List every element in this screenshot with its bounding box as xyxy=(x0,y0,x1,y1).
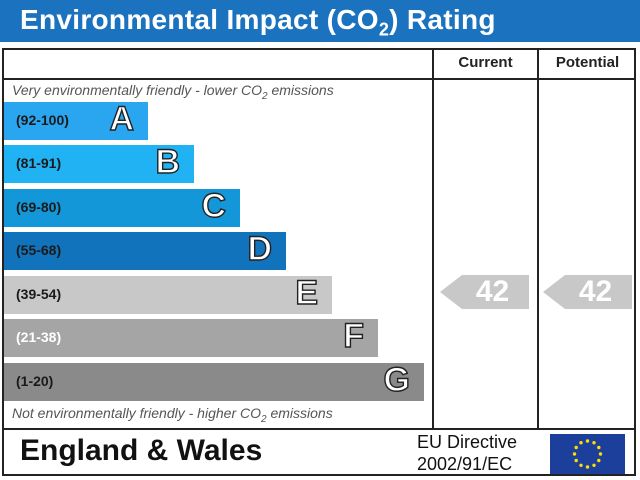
band-range-label: (21-38) xyxy=(16,329,62,345)
title-bar: Environmental Impact (CO2) Rating xyxy=(0,0,640,42)
eu-star xyxy=(585,465,590,469)
potential-rating-value: 42 xyxy=(578,275,613,308)
band-range-label: (81-91) xyxy=(16,155,62,171)
region-label: England & Wales xyxy=(20,434,263,467)
divider-potential xyxy=(537,48,539,430)
potential-rating-arrow: 42 xyxy=(543,275,632,309)
directive-line1: EU Directive xyxy=(417,432,518,452)
band-d: (55-68) D xyxy=(4,229,286,270)
band-range-label: (39-54) xyxy=(16,286,62,302)
band-range-label: (69-80) xyxy=(16,199,62,215)
eu-star xyxy=(574,445,578,450)
band-letter: E xyxy=(295,273,319,312)
eu-star xyxy=(592,463,596,467)
eu-star xyxy=(572,452,577,456)
rating-frame xyxy=(2,48,636,476)
band-a: (92-100) A xyxy=(4,99,148,140)
eu-star xyxy=(579,441,583,445)
eu-star xyxy=(585,439,590,443)
band-letter: D xyxy=(247,229,273,268)
footer-divider xyxy=(2,428,636,430)
chart-title: Environmental Impact (CO2) Rating xyxy=(20,4,496,40)
eu-star xyxy=(597,445,601,450)
current-rating-arrow: 42 xyxy=(440,275,529,309)
band-b: (81-91) B xyxy=(4,142,194,183)
eu-star xyxy=(597,458,601,463)
bottom-note: Not environmentally friendly - higher CO… xyxy=(12,405,333,425)
band-e: (39-54) E xyxy=(4,273,332,314)
current-rating-value: 42 xyxy=(475,275,510,308)
band-range-label: (92-100) xyxy=(16,112,69,128)
band-letter: C xyxy=(201,186,227,225)
potential-column-header: Potential xyxy=(555,54,620,71)
current-column-header: Current xyxy=(458,54,513,71)
band-g: (1-20) G xyxy=(4,360,424,401)
directive-line2: 2002/91/EC xyxy=(417,454,513,474)
eu-star xyxy=(574,458,578,463)
band-c: (69-80) C xyxy=(4,186,240,227)
band-letter: F xyxy=(343,316,365,355)
band-letter: G xyxy=(383,360,411,399)
band-range-label: (1-20) xyxy=(16,373,54,389)
eu-star xyxy=(598,452,603,456)
eu-flag-icon xyxy=(550,434,625,474)
band-f: (21-38) F xyxy=(4,316,378,357)
band-letter: A xyxy=(109,99,135,138)
band-range-label: (55-68) xyxy=(16,242,62,258)
band-letter: B xyxy=(155,142,181,181)
eu-star xyxy=(579,463,583,467)
eu-directive: EU Directive 2002/91/EC xyxy=(417,431,517,475)
eu-star xyxy=(592,441,596,445)
header-divider xyxy=(2,78,636,80)
top-note: Very environmentally friendly - lower CO… xyxy=(12,82,334,102)
divider-current xyxy=(432,48,434,430)
